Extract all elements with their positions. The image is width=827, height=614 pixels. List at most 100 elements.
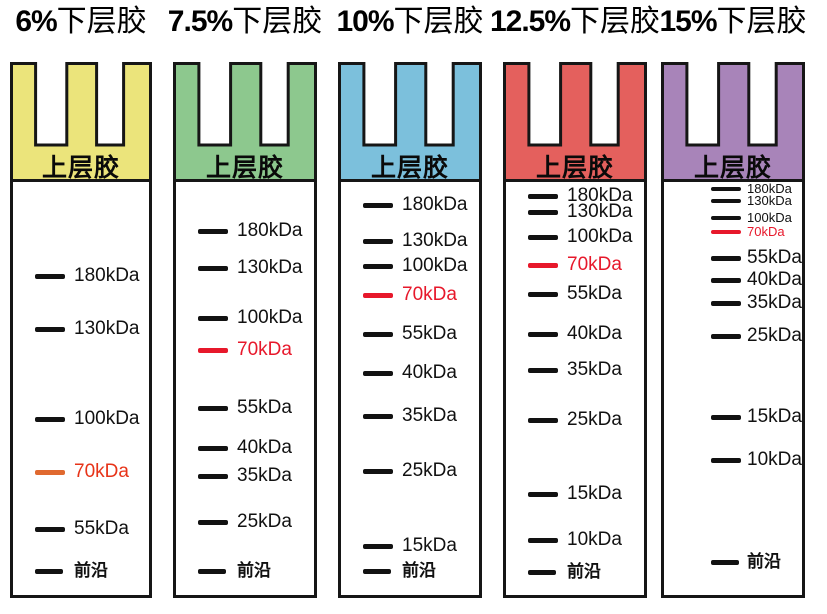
band-line: [35, 273, 65, 279]
band-label: 15kDa: [567, 483, 622, 504]
band-line: [528, 291, 558, 297]
dye-front-label: 前沿: [567, 562, 601, 581]
band-label: 25kDa: [747, 325, 802, 346]
band-label: 130kDa: [402, 230, 468, 251]
band-label: 10kDa: [567, 529, 622, 550]
band-line: [363, 370, 393, 376]
stacking-gel-label: 上层胶: [41, 154, 120, 182]
band-line: [198, 228, 228, 234]
gel-panel-gel-10pct: 10%下层胶 上层胶 180kDa 130kDa 100kDa 70kDa 55kDa 40k…: [336, 0, 484, 614]
stacking-gel-label: 上层胶: [370, 154, 449, 182]
resolving-gel: [503, 179, 647, 598]
band-line: [711, 457, 741, 463]
band-line: [363, 543, 393, 549]
band-line: [198, 347, 228, 353]
band-line: [711, 199, 741, 203]
band-line: [363, 202, 393, 208]
band-label: 40kDa: [747, 269, 802, 290]
panel-title-text: 下层胶: [716, 5, 807, 38]
band-label: 130kDa: [567, 201, 633, 222]
band-label: 10kDa: [747, 449, 802, 470]
band-line: [198, 445, 228, 451]
band-line: [528, 417, 558, 423]
panel-title: 6%下层胶: [15, 5, 146, 39]
band-label: 180kDa: [402, 194, 468, 215]
band-label: 100kDa: [747, 210, 792, 225]
panel-title-percent: 12.5%: [489, 5, 571, 38]
band-label: 40kDa: [402, 362, 457, 383]
panel-title-percent: 7.5%: [167, 5, 233, 38]
band-line: [711, 255, 741, 261]
band-label: 130kDa: [74, 318, 140, 339]
band-label: 100kDa: [237, 307, 303, 328]
band-line: [528, 537, 558, 543]
band-line: [363, 413, 393, 419]
band-label: 180kDa: [74, 265, 140, 286]
dye-front-label: 前沿: [402, 561, 436, 580]
panel-title: 15%下层胶: [659, 5, 806, 39]
panel-title-percent: 15%: [659, 5, 717, 38]
band-line: [528, 367, 558, 373]
band-line: [363, 292, 393, 298]
band-line: [198, 473, 228, 479]
band-label: 180kDa: [747, 181, 792, 196]
stacking-gel-label: 上层胶: [535, 154, 614, 182]
stacking-gel-label: 上层胶: [205, 154, 284, 182]
band-line: [528, 331, 558, 337]
band-label: 70kDa: [402, 284, 457, 305]
stacking-gel-label: 上层胶: [693, 154, 772, 182]
gel-panel-gel-6pct: 6%下层胶 上层胶 180kDa 130kDa 100kDa 70kDa 55kDa 前沿: [10, 0, 152, 614]
band-label: 15kDa: [402, 535, 457, 556]
band-line: [363, 238, 393, 244]
panel-title-text: 下层胶: [232, 5, 323, 38]
gel-panel-gel-7p5pct: 7.5%下层胶 上层胶 180kDa 130kDa 100kDa 70kDa 55kDa 40…: [168, 0, 322, 614]
band-label: 15kDa: [747, 406, 802, 427]
band-line: [711, 333, 741, 339]
panel-title: 12.5%下层胶: [490, 5, 660, 39]
band-label: 35kDa: [747, 292, 802, 313]
band-line: [528, 491, 558, 497]
band-line: [711, 230, 741, 234]
band-line: [198, 519, 228, 525]
band-label: 100kDa: [402, 255, 468, 276]
panel-title-text: 下层胶: [570, 5, 661, 38]
band-line: [711, 559, 739, 565]
band-line: [711, 300, 741, 306]
band-label: 25kDa: [237, 511, 292, 532]
band-line: [711, 187, 741, 191]
band-line: [711, 216, 741, 220]
resolving-gel: [173, 179, 317, 598]
band-line: [35, 326, 65, 332]
band-line: [198, 315, 228, 321]
dye-front-label: 前沿: [747, 552, 781, 571]
band-label: 25kDa: [567, 409, 622, 430]
dye-front-label: 前沿: [74, 561, 108, 580]
band-line: [528, 262, 558, 268]
band-line: [35, 416, 65, 422]
resolving-gel: [10, 179, 152, 598]
band-line: [35, 469, 65, 475]
band-label: 55kDa: [402, 323, 457, 344]
band-label: 25kDa: [402, 460, 457, 481]
band-line: [363, 331, 393, 337]
band-label: 70kDa: [237, 339, 292, 360]
band-line: [35, 568, 63, 574]
panel-title-text: 下层胶: [393, 5, 484, 38]
band-line: [528, 193, 558, 199]
dye-front-label: 前沿: [237, 561, 271, 580]
panel-title: 7.5%下层胶: [168, 5, 322, 39]
band-line: [711, 277, 741, 283]
panel-title-text: 下层胶: [56, 5, 147, 38]
band-label: 35kDa: [402, 405, 457, 426]
band-label: 130kDa: [237, 257, 303, 278]
band-line: [198, 405, 228, 411]
band-label: 180kDa: [567, 185, 633, 206]
band-label: 70kDa: [747, 224, 785, 239]
band-line: [363, 468, 393, 474]
resolving-gel: [338, 179, 482, 598]
band-label: 100kDa: [74, 408, 140, 429]
band-line: [711, 414, 741, 420]
band-label: 35kDa: [567, 359, 622, 380]
resolving-gel: [661, 179, 805, 598]
